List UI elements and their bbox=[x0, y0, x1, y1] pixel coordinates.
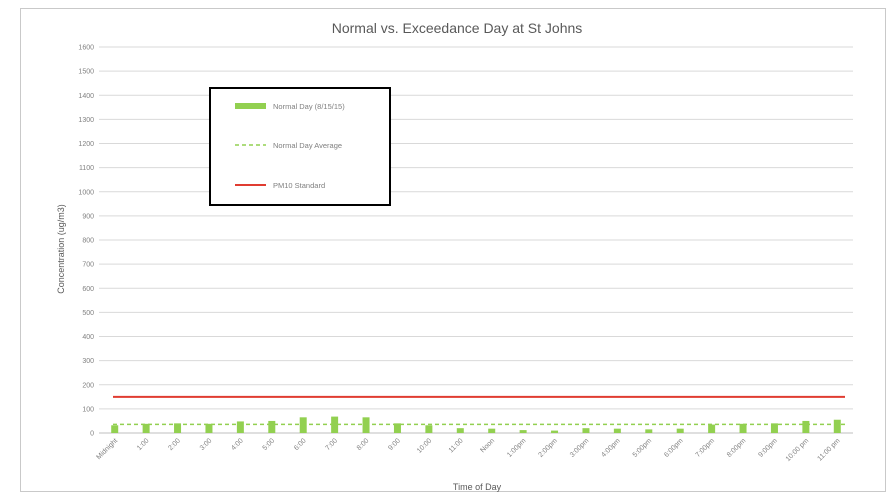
y-tick-label: 1300 bbox=[78, 117, 94, 124]
x-tick-label: 1:00 bbox=[136, 437, 151, 452]
x-tick-label: 11:00 bbox=[448, 437, 465, 454]
x-tick-label: 7:00pm bbox=[695, 437, 717, 459]
bar bbox=[582, 428, 590, 433]
bar bbox=[770, 423, 778, 433]
bar bbox=[393, 423, 401, 433]
legend-swatch-normal-day bbox=[235, 103, 266, 109]
y-tick-label: 700 bbox=[82, 262, 94, 269]
x-tick-label: 9:00pm bbox=[757, 437, 779, 459]
x-tick-label: 3:00pm bbox=[569, 437, 591, 459]
x-tick-label: 8:00 bbox=[356, 437, 371, 452]
y-tick-label: 1200 bbox=[78, 141, 94, 148]
y-tick-label: 200 bbox=[82, 382, 94, 389]
y-tick-label: 500 bbox=[82, 310, 94, 317]
bar bbox=[299, 417, 307, 433]
bar bbox=[236, 421, 244, 433]
bar bbox=[488, 428, 496, 433]
chart: Normal vs. Exceedance Day at St Johns 0 1… bbox=[56, 20, 853, 492]
y-tick-label: 900 bbox=[82, 213, 94, 220]
chart-title: Normal vs. Exceedance Day at St Johns bbox=[332, 20, 583, 36]
bar bbox=[111, 425, 119, 433]
bar bbox=[676, 428, 684, 433]
bar bbox=[833, 419, 841, 433]
bar bbox=[802, 420, 810, 433]
bar bbox=[425, 425, 433, 433]
x-tick-label: 1:00pm bbox=[506, 437, 528, 459]
y-tick-label: 1600 bbox=[78, 45, 94, 52]
x-tick-label: 10:00 bbox=[416, 437, 433, 454]
bar bbox=[205, 423, 213, 433]
x-tick-label: 5:00 bbox=[262, 437, 277, 452]
y-tick-label: 1500 bbox=[78, 69, 94, 76]
legend-label-normal-day: Normal Day (8/15/15) bbox=[273, 102, 345, 111]
y-tick-label: 1000 bbox=[78, 189, 94, 196]
x-tick-label: 9:00 bbox=[387, 437, 402, 452]
x-tick-label: 6:00pm bbox=[663, 437, 685, 459]
bars bbox=[111, 416, 841, 433]
x-tick-label: 2:00pm bbox=[537, 437, 559, 459]
x-tick-label: 8:00pm bbox=[726, 437, 748, 459]
bar bbox=[613, 428, 621, 433]
x-tick-label: Noon bbox=[479, 437, 496, 454]
x-tick-label: Midnight bbox=[95, 437, 119, 461]
bar bbox=[362, 417, 370, 433]
y-tick-labels: 0 100 200 300 400 500 600 700 800 900 1000 1100 1200… bbox=[78, 45, 94, 438]
legend: Normal Day (8/15/15) Normal Day Average … bbox=[209, 87, 391, 206]
y-tick-label: 600 bbox=[82, 286, 94, 293]
x-tick-labels: Midnight 1:00 2:00 3:00 4:00 5:00 6:00 7:00 8:00… bbox=[95, 437, 841, 463]
legend-label-normal-day-average: Normal Day Average bbox=[273, 141, 342, 150]
bar bbox=[331, 416, 339, 433]
y-tick-label: 1100 bbox=[79, 165, 94, 172]
bar bbox=[456, 428, 464, 433]
bar bbox=[174, 423, 182, 433]
chart-frame: Normal vs. Exceedance Day at St Johns 0 1… bbox=[20, 8, 886, 492]
bar bbox=[142, 423, 150, 433]
y-tick-label: 100 bbox=[82, 406, 94, 413]
bar bbox=[708, 424, 716, 433]
x-axis-label: Time of Day bbox=[453, 482, 502, 492]
bar bbox=[551, 430, 559, 433]
x-tick-label: 7:00 bbox=[324, 437, 339, 452]
x-tick-label: 3:00 bbox=[199, 437, 214, 452]
x-tick-label: 11:00 pm bbox=[816, 437, 841, 462]
x-tick-label: 4:00 bbox=[230, 437, 245, 452]
y-tick-label: 300 bbox=[82, 358, 94, 365]
x-tick-label: 5:00pm bbox=[632, 437, 654, 459]
x-tick-label: 2:00 bbox=[167, 437, 182, 452]
x-tick-label: 4:00pm bbox=[600, 437, 622, 459]
x-tick-label: 10:00 pm bbox=[785, 437, 811, 463]
y-tick-label: 400 bbox=[82, 334, 94, 341]
x-tick-label: 6:00 bbox=[293, 437, 308, 452]
legend-label-pm10-standard: PM10 Standard bbox=[273, 181, 325, 190]
y-tick-label: 800 bbox=[82, 238, 94, 245]
y-tick-label: 1400 bbox=[78, 93, 94, 100]
bar bbox=[268, 420, 276, 433]
bar bbox=[645, 429, 653, 433]
y-tick-label: 0 bbox=[90, 431, 94, 438]
y-axis-label: Concentration (ug/m3) bbox=[56, 204, 66, 294]
bar bbox=[739, 423, 747, 433]
bar bbox=[519, 430, 527, 433]
reference-lines bbox=[113, 395, 845, 426]
